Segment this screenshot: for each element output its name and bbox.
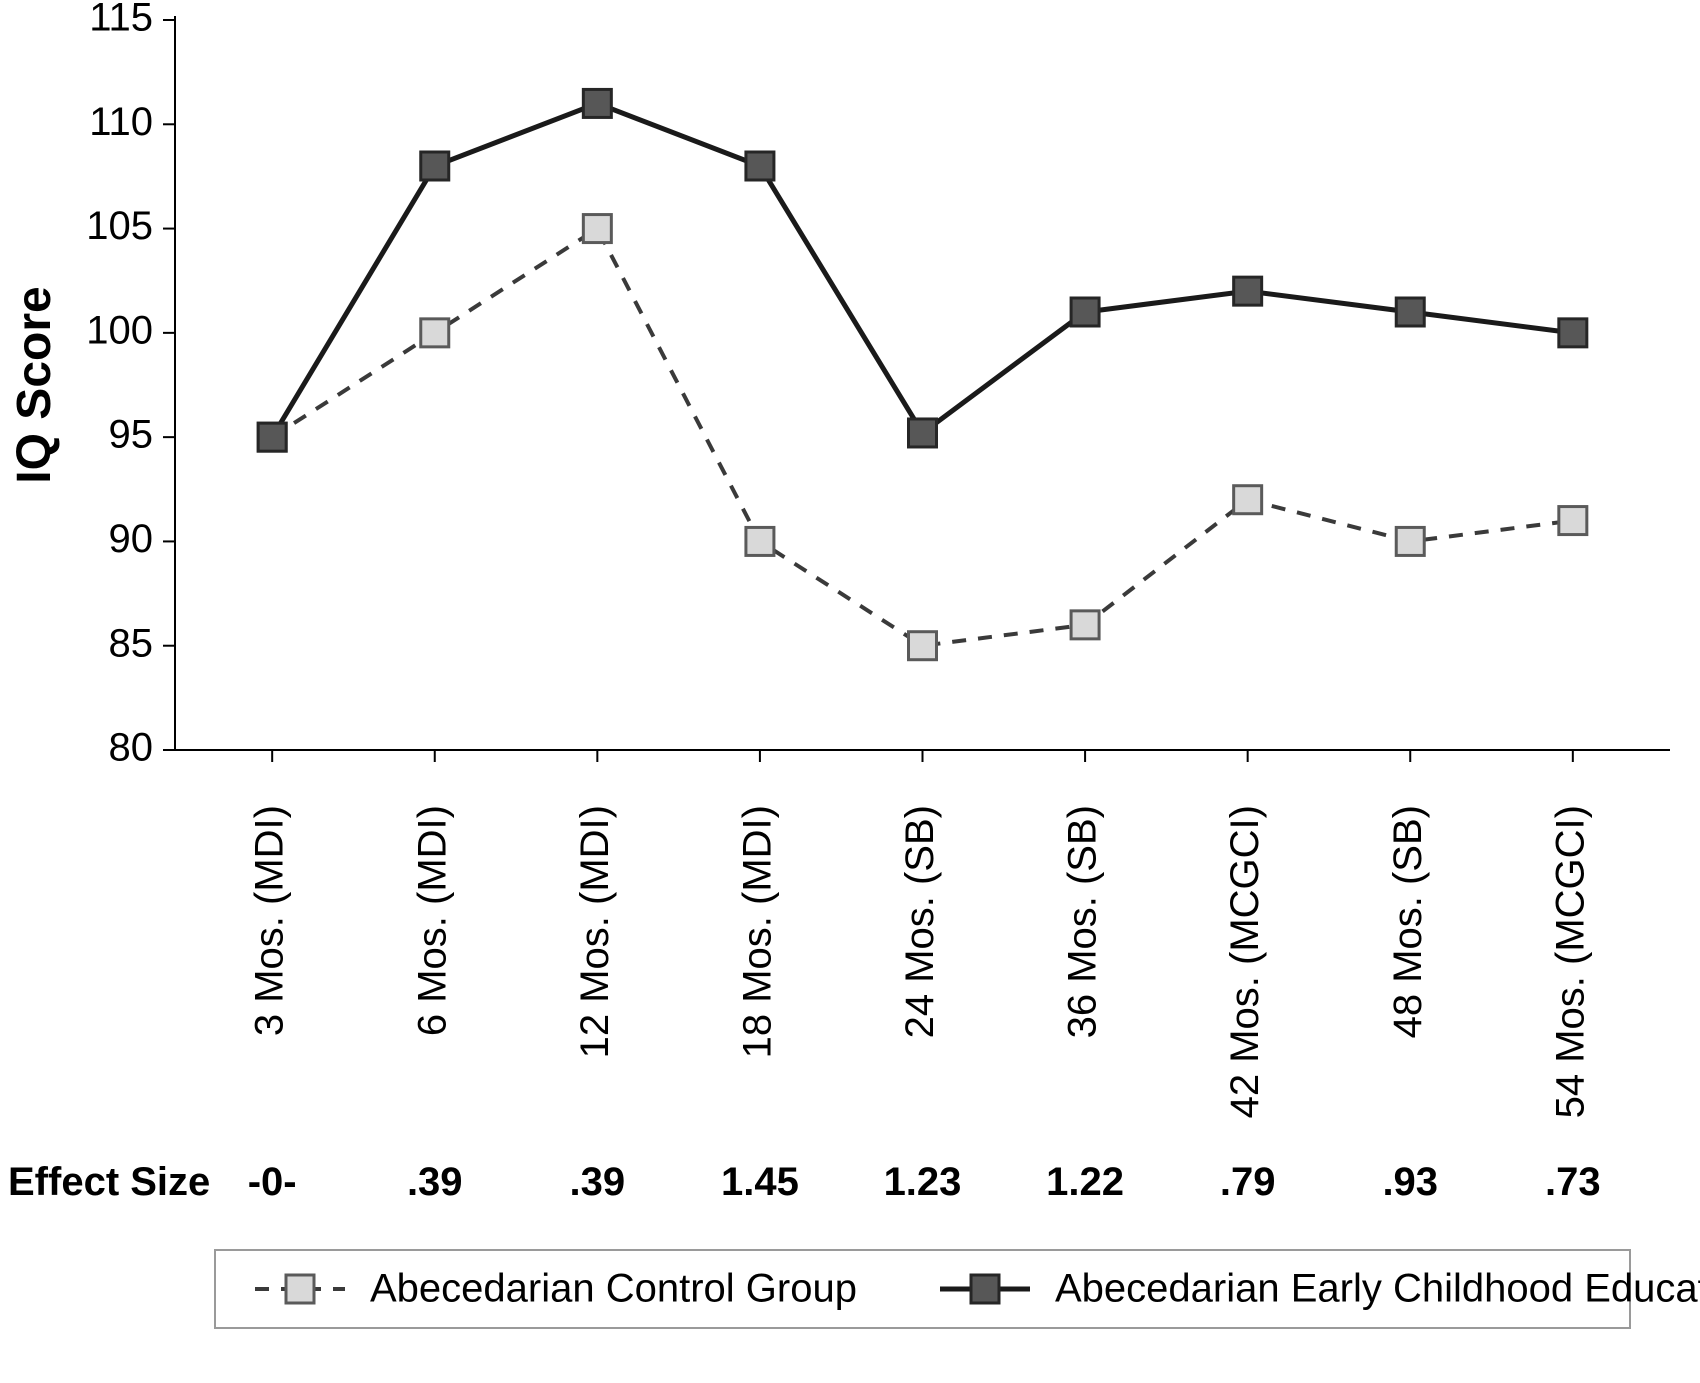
marker-treatment: [1234, 277, 1262, 305]
marker-control: [1559, 507, 1587, 535]
y-tick-label: 105: [86, 204, 153, 248]
x-tick-label: 48 Mos. (SB): [1386, 805, 1430, 1038]
marker-treatment: [1559, 319, 1587, 347]
y-tick-label: 80: [109, 726, 154, 770]
marker-control: [421, 319, 449, 347]
marker-control: [1396, 527, 1424, 555]
legend-sample-marker-treatment: [971, 1275, 999, 1303]
marker-control: [746, 527, 774, 555]
legend-sample-marker-control: [286, 1275, 314, 1303]
x-tick-label: 18 Mos. (MDI): [735, 805, 779, 1058]
effect-size-value: .39: [407, 1160, 463, 1204]
y-tick-label: 100: [86, 308, 153, 352]
marker-control: [1234, 486, 1262, 514]
marker-control: [909, 632, 937, 660]
y-tick-label: 85: [109, 621, 154, 665]
marker-treatment: [1071, 298, 1099, 326]
effect-size-value: -0-: [248, 1160, 297, 1204]
effect-size-value: .39: [570, 1160, 626, 1204]
x-tick-label: 54 Mos. (MCGCI): [1548, 805, 1592, 1118]
x-tick-label: 42 Mos. (MCGCI): [1223, 805, 1267, 1118]
y-tick-label: 95: [109, 413, 154, 457]
marker-treatment: [746, 152, 774, 180]
y-tick-label: 90: [109, 517, 154, 561]
x-tick-label: 24 Mos. (SB): [898, 805, 942, 1038]
effect-size-value: 1.45: [721, 1160, 799, 1204]
iq-chart: 80 85 90 95 100 105 110 115 IQ Score 3 Mos. (MDI)…: [0, 0, 1700, 1383]
marker-control: [1071, 611, 1099, 639]
x-tick-label: 6 Mos. (MDI): [410, 805, 454, 1036]
effect-size-value: 1.23: [884, 1160, 962, 1204]
effect-size-value: .93: [1382, 1160, 1438, 1204]
effect-size-value: 1.22: [1046, 1160, 1124, 1204]
marker-control: [583, 215, 611, 243]
y-tick-label: 115: [89, 0, 153, 40]
effect-size-value: .79: [1220, 1160, 1276, 1204]
effect-size-value: .73: [1545, 1160, 1601, 1204]
x-tick-label: 3 Mos. (MDI): [248, 805, 292, 1036]
y-tick-label: 110: [89, 100, 153, 144]
effect-size-title: Effect Size: [8, 1160, 210, 1204]
y-axis-title: IQ Score: [8, 286, 61, 483]
legend-label-control: Abecedarian Control Group: [370, 1267, 857, 1311]
x-tick-label: 12 Mos. (MDI): [573, 805, 617, 1058]
x-tick-label: 36 Mos. (SB): [1061, 805, 1105, 1038]
series-line-treatment: [272, 103, 1573, 437]
chart-svg: 80 85 90 95 100 105 110 115 IQ Score 3 Mos. (MDI)…: [0, 0, 1700, 1383]
marker-treatment: [258, 423, 286, 451]
marker-treatment: [909, 419, 937, 447]
marker-treatment: [1396, 298, 1424, 326]
marker-treatment: [583, 89, 611, 117]
marker-treatment: [421, 152, 449, 180]
legend-label-treatment: Abecedarian Early Childhood Education: [1055, 1267, 1700, 1311]
